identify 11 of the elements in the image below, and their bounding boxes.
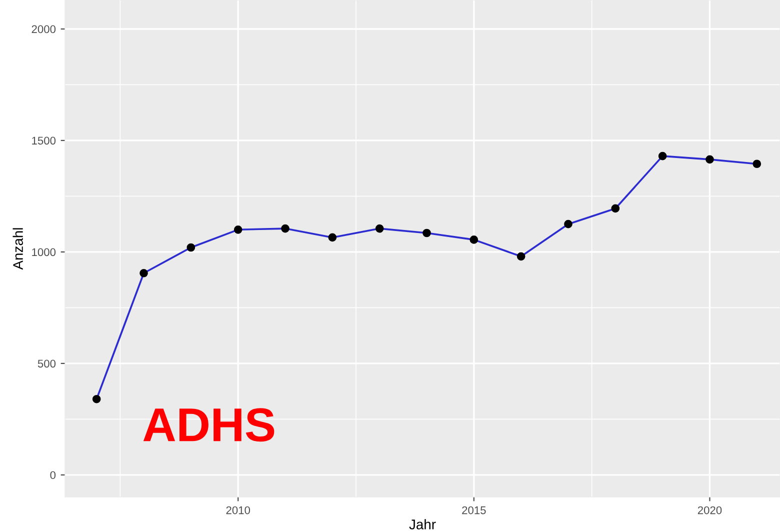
- y-tick-label: 1500: [32, 136, 56, 145]
- y-tick-label: 1000: [32, 248, 56, 256]
- x-axis-title: Jahr: [409, 519, 436, 530]
- x-tick-label: 2020: [698, 506, 722, 514]
- y-tick-label: 2000: [32, 25, 56, 34]
- y-tick-label: 0: [50, 471, 56, 480]
- y-axis-title: Anzahl: [12, 228, 23, 270]
- y-tick-label: 500: [38, 360, 56, 368]
- x-tick-label: 2010: [226, 506, 250, 514]
- x-tick-label: 2015: [462, 506, 486, 514]
- annotation: ADHS: [143, 408, 274, 442]
